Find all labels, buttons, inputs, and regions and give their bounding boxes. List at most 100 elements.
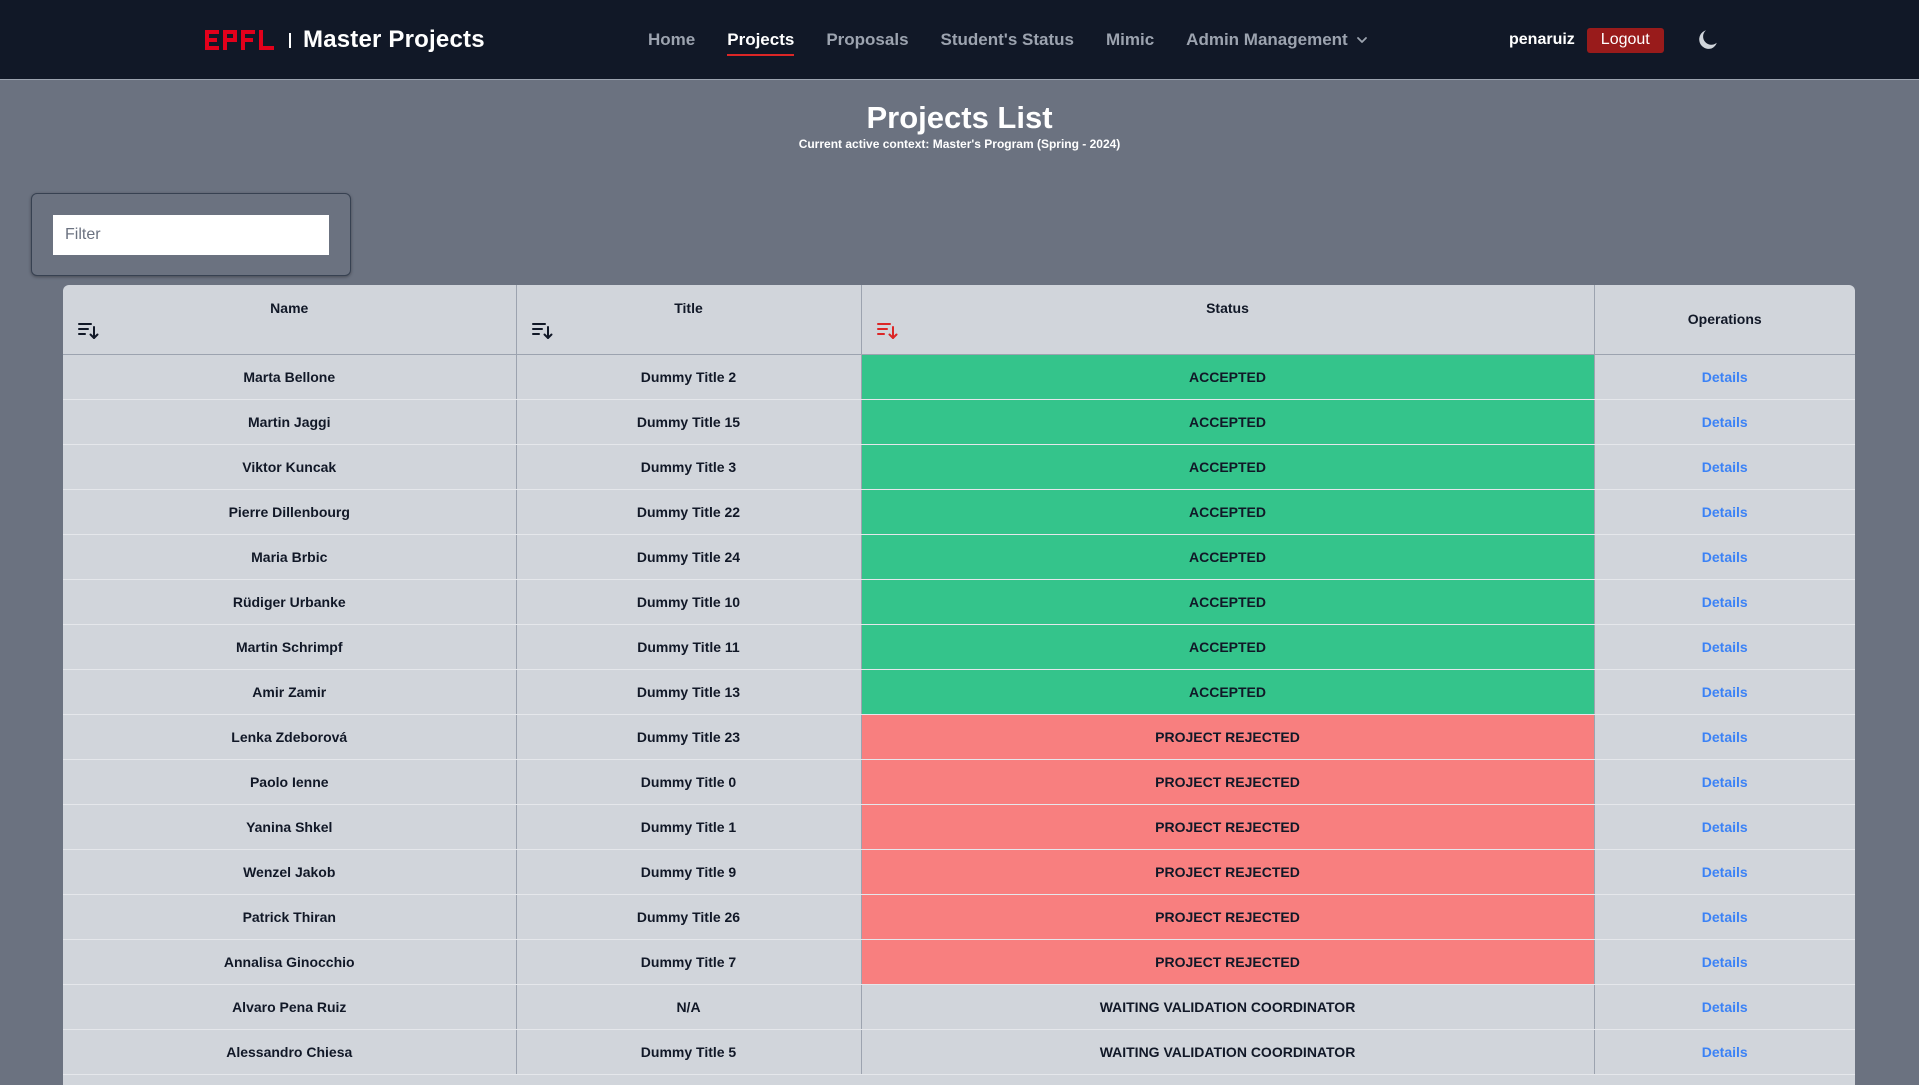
column-header-status-label: Status — [1206, 300, 1249, 316]
details-link[interactable]: Details — [1701, 594, 1748, 610]
nav-admin-management[interactable]: Admin Management — [1186, 30, 1368, 50]
cell-operations: Details — [1594, 624, 1855, 670]
cell-title: Dummy Title 10 — [516, 579, 862, 625]
table-row: Maria Brbic Dummy Title 24 ACCEPTED Details — [63, 534, 1855, 580]
main-nav: Home Projects Proposals Student's Status… — [648, 0, 1400, 80]
cell-title: Dummy Title 9 — [516, 849, 862, 895]
brand-separator — [289, 32, 291, 48]
table-row: Martin Jaggi Dummy Title 15 ACCEPTED Detail… — [63, 399, 1855, 445]
page-title: Projects List — [866, 100, 1053, 135]
cell-operations: Details — [1594, 1029, 1855, 1075]
chevron-down-icon — [1356, 37, 1367, 43]
cell-name: Pierre Dillenbourg — [63, 489, 517, 535]
cell-title: Dummy Title 22 — [516, 489, 862, 535]
details-link[interactable]: Details — [1701, 909, 1748, 925]
table-row: Lenka Zdeborová Dummy Title 23 PROJECT REJ… — [63, 714, 1855, 760]
details-link[interactable]: Details — [1701, 684, 1748, 700]
cell-operations: Details — [1594, 444, 1855, 490]
cell-status: PROJECT REJECTED — [861, 759, 1595, 805]
cell-name: Alessandro Chiesa — [63, 1029, 517, 1075]
table-row: Alessandro Chiesa Dummy Title 5 WAITING VA… — [63, 1029, 1855, 1075]
cell-name: Lenka Zdeborová — [63, 714, 517, 760]
logout-button[interactable]: Logout — [1586, 27, 1664, 53]
table-header-row: Name Title — [63, 285, 1855, 355]
nav-proposals[interactable]: Proposals — [826, 30, 909, 49]
filter-input[interactable] — [53, 215, 329, 255]
cell-status: ACCEPTED — [861, 534, 1595, 580]
cell-status: WAITING VALIDATION COORDINATOR — [861, 1029, 1595, 1075]
cell-status: ACCEPTED — [861, 399, 1595, 445]
moon-icon[interactable] — [1694, 27, 1720, 53]
details-link[interactable]: Details — [1701, 954, 1748, 970]
cell-name: Annalisa Ginocchio — [63, 939, 517, 985]
cell-title: Dummy Title 13 — [516, 669, 862, 715]
table-row: Annalisa Ginocchio Dummy Title 7 PROJECT R… — [63, 939, 1855, 985]
sort-title-icon[interactable] — [531, 319, 553, 341]
details-link[interactable]: Details — [1701, 414, 1748, 430]
nav-admin-management-label: Admin Management — [1186, 30, 1348, 49]
cell-name: Viktor Kuncak — [63, 444, 517, 490]
table-row: Rüdiger Urbanke Dummy Title 10 ACCEPTED Det… — [63, 579, 1855, 625]
cell-operations: Details — [1594, 894, 1855, 940]
cell-operations: Details — [1594, 939, 1855, 985]
details-link[interactable]: Details — [1701, 729, 1748, 745]
cell-name: Rüdiger Urbanke — [63, 579, 517, 625]
column-header-name-label: Name — [270, 300, 309, 316]
cell-status: PROJECT REJECTED — [861, 849, 1595, 895]
app-title[interactable]: Master Projects — [303, 26, 485, 53]
cell-status: ACCEPTED — [861, 579, 1595, 625]
details-link[interactable]: Details — [1701, 819, 1748, 835]
sort-name-icon[interactable] — [77, 319, 99, 341]
details-link[interactable]: Details — [1701, 639, 1748, 655]
table-row: Wenzel Jakob Dummy Title 9 PROJECT REJECTE… — [63, 849, 1855, 895]
cell-status: ACCEPTED — [861, 354, 1595, 400]
cell-status: WAITING VALIDATION COORDINATOR — [861, 984, 1595, 1030]
cell-status: PROJECT REJECTED — [861, 939, 1595, 985]
details-link[interactable]: Details — [1701, 864, 1748, 880]
table-row: Marta Bellone Dummy Title 2 ACCEPTED Detail… — [63, 354, 1855, 400]
cell-operations: Details — [1594, 399, 1855, 445]
cell-status: ACCEPTED — [861, 444, 1595, 490]
cell-operations: Details — [1594, 534, 1855, 580]
details-link[interactable]: Details — [1701, 459, 1748, 475]
cell-status: PROJECT REJECTED — [861, 894, 1595, 940]
cell-name: Alvaro Pena Ruiz — [63, 984, 517, 1030]
cell-operations: Details — [1594, 354, 1855, 400]
cell-status: ACCEPTED — [861, 669, 1595, 715]
sort-status-icon[interactable] — [876, 319, 898, 341]
cell-operations: Details — [1594, 849, 1855, 895]
username: penaruiz — [1509, 31, 1575, 48]
nav-students-status[interactable]: Student's Status — [940, 30, 1074, 49]
details-link[interactable]: Details — [1701, 999, 1748, 1015]
nav-projects[interactable]: Projects — [727, 30, 795, 56]
table-row: Pierre Dillenbourg Dummy Title 22 ACCEPTED… — [63, 489, 1855, 535]
table-row: Martin Schrimpf Dummy Title 11 ACCEPTED Det… — [63, 624, 1855, 670]
cell-status: ACCEPTED — [861, 624, 1595, 670]
nav-home[interactable]: Home — [648, 30, 696, 49]
cell-title: Dummy Title 3 — [516, 444, 862, 490]
cell-name: Martin Jaggi — [63, 399, 517, 445]
table-body: Marta Bellone Dummy Title 2 ACCEPTED Detail… — [63, 354, 1855, 1075]
column-header-operations-label: Operations — [1687, 311, 1762, 327]
top-navbar: Master Projects Home Projects Proposals … — [0, 0, 1919, 80]
table-row: Patrick Thiran Dummy Title 26 PROJECT REJE… — [63, 894, 1855, 940]
cell-title: Dummy Title 15 — [516, 399, 862, 445]
details-link[interactable]: Details — [1701, 1044, 1748, 1060]
cell-operations: Details — [1594, 984, 1855, 1030]
details-link[interactable]: Details — [1701, 369, 1748, 385]
cell-status: ACCEPTED — [861, 489, 1595, 535]
epfl-logo[interactable] — [205, 28, 275, 52]
nav-mimic[interactable]: Mimic — [1105, 30, 1155, 49]
details-link[interactable]: Details — [1701, 774, 1748, 790]
cell-title: N/A — [516, 984, 862, 1030]
table-row: Paolo Ienne Dummy Title 0 PROJECT REJECTED… — [63, 759, 1855, 805]
column-header-status: Status — [861, 285, 1595, 355]
cell-title: Dummy Title 2 — [516, 354, 862, 400]
brand[interactable]: Master Projects — [205, 24, 485, 56]
details-link[interactable]: Details — [1701, 549, 1748, 565]
cell-operations: Details — [1594, 489, 1855, 535]
details-link[interactable]: Details — [1701, 504, 1748, 520]
table-row: Amir Zamir Dummy Title 13 ACCEPTED Details — [63, 669, 1855, 715]
column-header-title: Title — [516, 285, 862, 355]
active-context-subtitle: Current active context: Master's Program… — [798, 137, 1121, 151]
